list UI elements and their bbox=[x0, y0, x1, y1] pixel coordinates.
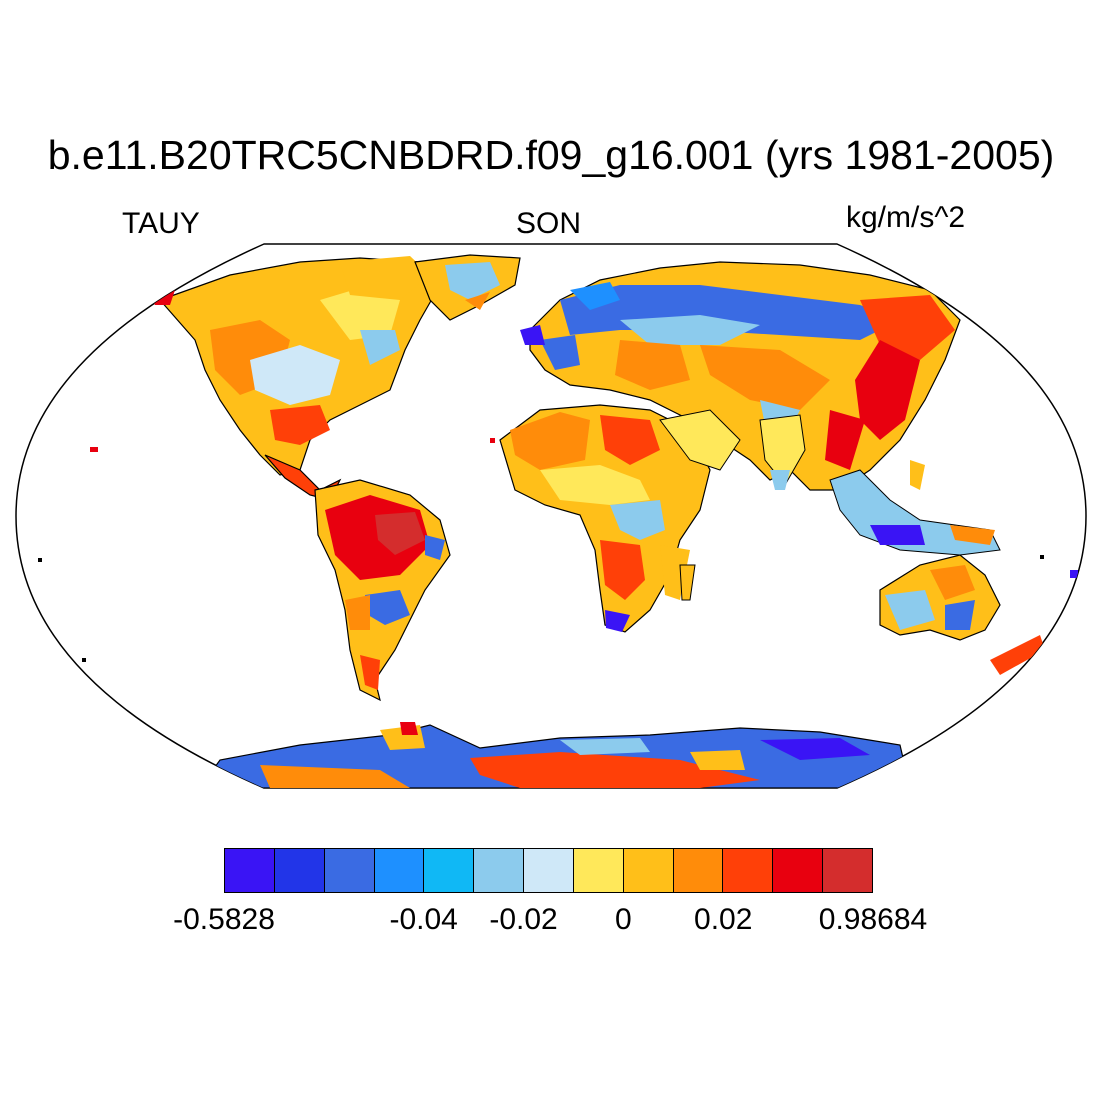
colorbar-box-0 bbox=[225, 849, 275, 892]
antarctica-region bbox=[198, 722, 911, 788]
southeast-asia-region bbox=[829, 460, 1001, 556]
colorbar-tick-label: -0.02 bbox=[489, 903, 558, 936]
north-america-region bbox=[150, 256, 441, 476]
colorbar-box-4 bbox=[424, 849, 475, 892]
colorbar-box-7 bbox=[573, 849, 624, 892]
colorbar-box-6 bbox=[524, 849, 574, 892]
chart-title: b.e11.B20TRC5CNBDRD.f09_g16.001 (yrs 198… bbox=[47, 132, 1055, 178]
arabia-india-region bbox=[659, 409, 806, 490]
colorbar-tick-label: -0.5828 bbox=[173, 903, 275, 936]
greenland-region bbox=[414, 254, 521, 321]
islands bbox=[38, 438, 1078, 662]
colorbar-tick-label: 0.98684 bbox=[818, 903, 928, 936]
colorbar-box-3 bbox=[374, 849, 425, 892]
colorbar-box-9 bbox=[673, 849, 724, 892]
colorbar-box-10 bbox=[723, 849, 774, 892]
colorbar-tick-label: 0 bbox=[615, 903, 632, 936]
variable-label: TAUY bbox=[122, 207, 200, 240]
colorbar-box-12 bbox=[823, 849, 872, 892]
eurasia-region bbox=[520, 261, 961, 491]
season-label: SON bbox=[516, 207, 582, 240]
colorbar-box-5 bbox=[474, 849, 525, 892]
colorbar-box-1 bbox=[274, 849, 325, 892]
colorbar-box-11 bbox=[773, 849, 824, 892]
colorbar-tick-label: -0.04 bbox=[389, 903, 458, 936]
south-america-region bbox=[314, 479, 451, 702]
units-label: kg/m/s^2 bbox=[846, 201, 966, 234]
colorbar-tick-label: 0.02 bbox=[694, 903, 753, 936]
africa-region bbox=[499, 404, 711, 633]
colorbar bbox=[224, 848, 873, 893]
colorbar-box-8 bbox=[623, 849, 674, 892]
colorbar-box-2 bbox=[324, 849, 375, 892]
australia-region bbox=[879, 554, 1045, 675]
